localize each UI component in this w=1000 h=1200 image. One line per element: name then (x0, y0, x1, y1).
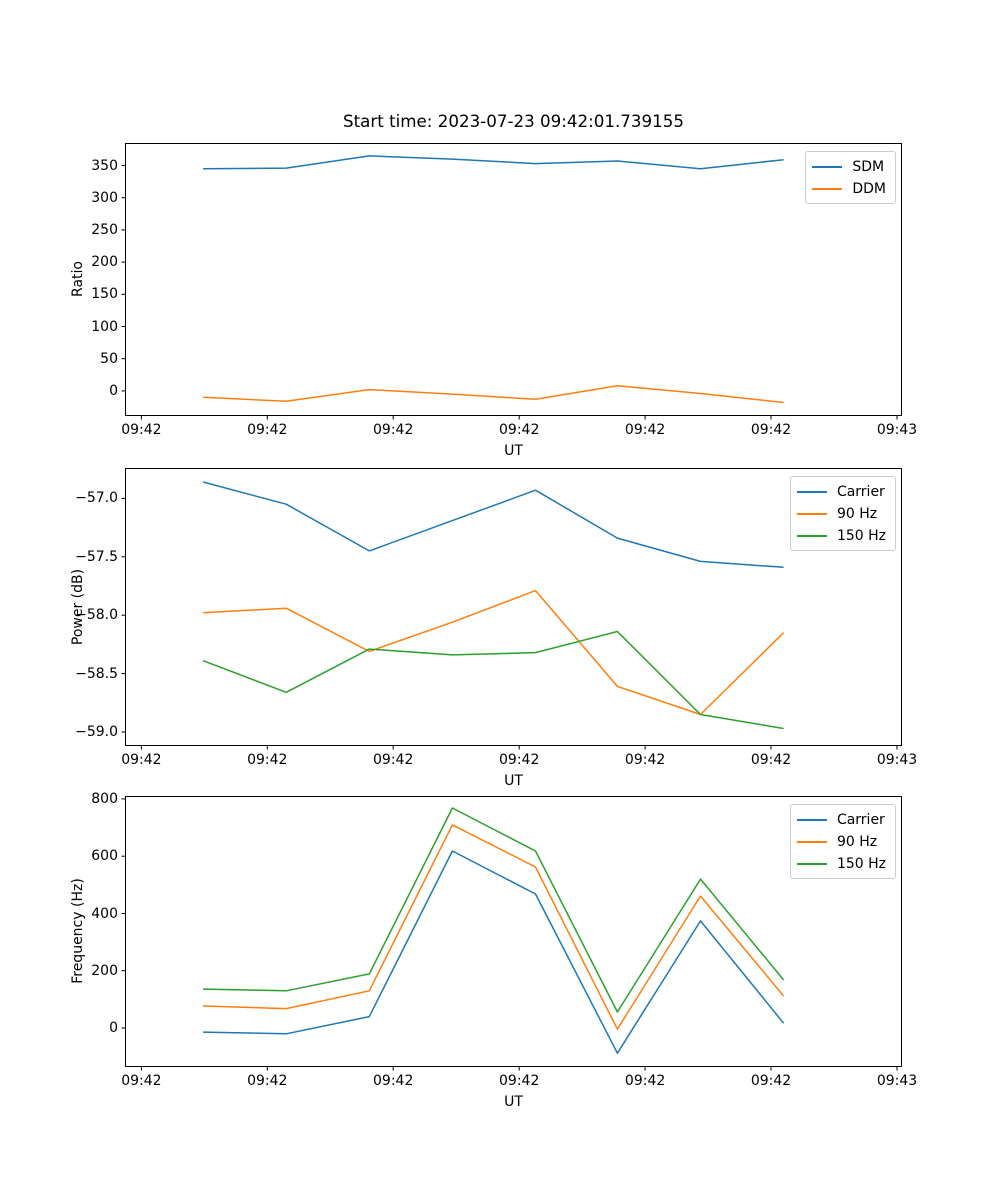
x-tick-label: 09:42 (499, 1073, 540, 1089)
y-tick-label: 150 (91, 286, 118, 303)
x-tick-label: 09:42 (247, 422, 288, 438)
series-line-90-hz (203, 824, 785, 1030)
x-tick-label: 09:43 (876, 422, 918, 438)
x-tick-label: 09:42 (624, 422, 666, 438)
plot-area (121, 796, 902, 1071)
legend-label: Carrier (836, 811, 885, 828)
x-tick-label: 09:42 (750, 752, 792, 768)
x-tick-label: 09:42 (624, 752, 666, 768)
x-tick-label: 09:43 (876, 1073, 918, 1089)
legend: SDM DDM (805, 151, 896, 204)
y-tick-label: 0 (109, 382, 118, 399)
axes-spines (125, 796, 902, 1067)
series-line-150-hz (202, 630, 784, 730)
legend-item-sdm: SDM (812, 156, 886, 177)
legend-item-carrier: Carrier (796, 809, 886, 830)
x-tick-label: 09:42 (373, 1073, 414, 1089)
y-axis-label-frequency: Frequency (Hz) (70, 878, 86, 984)
x-axis-label-ut-1: UT (504, 443, 523, 459)
x-tick-label: 09:42 (121, 1073, 162, 1089)
series-line-carrier (202, 481, 784, 569)
x-tick-label: 09:42 (247, 1073, 288, 1089)
ratio-chart: SDM DDM 09:42 09:42 09:42 09:42 09:42 09:42 09:… (91, 143, 917, 438)
legend: Carrier 90 Hz 150 Hz (789, 476, 896, 551)
x-axis-label-ut-2: UT (504, 773, 523, 789)
y-tick-label: 350 (91, 157, 118, 174)
legend-item-150-hz: 150 Hz (796, 853, 886, 874)
series-line-sdm (203, 155, 784, 170)
y-tick-label: 200 (91, 254, 118, 271)
y-tick-label: 100 (91, 318, 118, 335)
series-line-150-hz (203, 807, 785, 1013)
legend-label: 90 Hz (836, 833, 878, 850)
axes-spines (125, 468, 902, 746)
legend-label: SDM (852, 158, 885, 175)
y-tick-label: −58.0 (75, 607, 118, 624)
x-tick-label: 09:42 (373, 422, 414, 438)
x-tick-label: 09:42 (499, 752, 540, 768)
x-tick-label: 09:42 (499, 422, 540, 438)
plot-area (121, 143, 902, 420)
x-axis-label-ut-3: UT (504, 1094, 523, 1110)
x-tick-label: 09:42 (121, 422, 162, 438)
y-tick-label: 300 (91, 189, 118, 206)
legend-label: DDM (852, 180, 886, 197)
figure-title: Start time: 2023-07-23 09:42:01.739155 (343, 111, 684, 131)
y-tick-label: 200 (91, 962, 118, 979)
legend-item-150-hz: 150 Hz (796, 525, 886, 546)
power-chart: Carrier 90 Hz 150 Hz 09:42 09:42 09:42 09:42 0… (75, 468, 917, 768)
y-tick-label: 800 (91, 790, 118, 807)
legend-line-sample (796, 818, 827, 821)
frequency-chart: Carrier 90 Hz 150 Hz 09:42 09:42 09:42 09:42 0… (91, 791, 917, 1089)
legend-item-90-hz: 90 Hz (796, 503, 886, 524)
y-tick-label: −57.0 (75, 490, 118, 507)
series-line-90-hz (203, 589, 785, 716)
x-tick-label: 09:42 (624, 1073, 666, 1089)
y-tick-label: −58.5 (75, 665, 118, 682)
y-tick-label: 250 (91, 221, 118, 238)
x-tick-label: 09:43 (876, 752, 918, 768)
legend-line-sample (812, 187, 843, 190)
series-line-carrier (203, 850, 785, 1054)
y-tick-label: 400 (91, 905, 118, 922)
y-axis-label-ratio: Ratio (70, 261, 86, 297)
y-tick-label: 0 (109, 1020, 118, 1036)
x-tick-label: 09:42 (373, 752, 414, 768)
legend-label: Carrier (836, 483, 885, 500)
plot-area (121, 468, 902, 750)
legend-item-carrier: Carrier (796, 481, 886, 502)
legend-label: 90 Hz (836, 505, 878, 522)
axes-spines (125, 143, 902, 416)
y-tick-label: −59.0 (75, 724, 118, 740)
legend-item-90-hz: 90 Hz (796, 831, 886, 852)
y-tick-label: 50 (100, 350, 118, 367)
x-tick-label: 09:42 (750, 1073, 792, 1089)
legend-item-ddm: DDM (812, 178, 886, 199)
legend-label: 150 Hz (836, 527, 886, 544)
x-tick-label: 09:42 (121, 752, 162, 768)
legend-label: 150 Hz (836, 855, 886, 872)
legend-line-sample (796, 840, 827, 843)
y-tick-label: 600 (91, 848, 118, 865)
legend-line-sample (796, 490, 827, 493)
series-line-ddm (203, 384, 784, 404)
legend-line-sample (812, 165, 843, 168)
x-tick-label: 09:42 (247, 752, 288, 768)
x-tick-label: 09:42 (750, 422, 792, 438)
legend-line-sample (796, 862, 827, 865)
legend: Carrier 90 Hz 150 Hz (789, 804, 896, 879)
legend-line-sample (796, 534, 827, 537)
y-tick-label: −57.5 (75, 548, 118, 565)
legend-line-sample (796, 512, 827, 515)
